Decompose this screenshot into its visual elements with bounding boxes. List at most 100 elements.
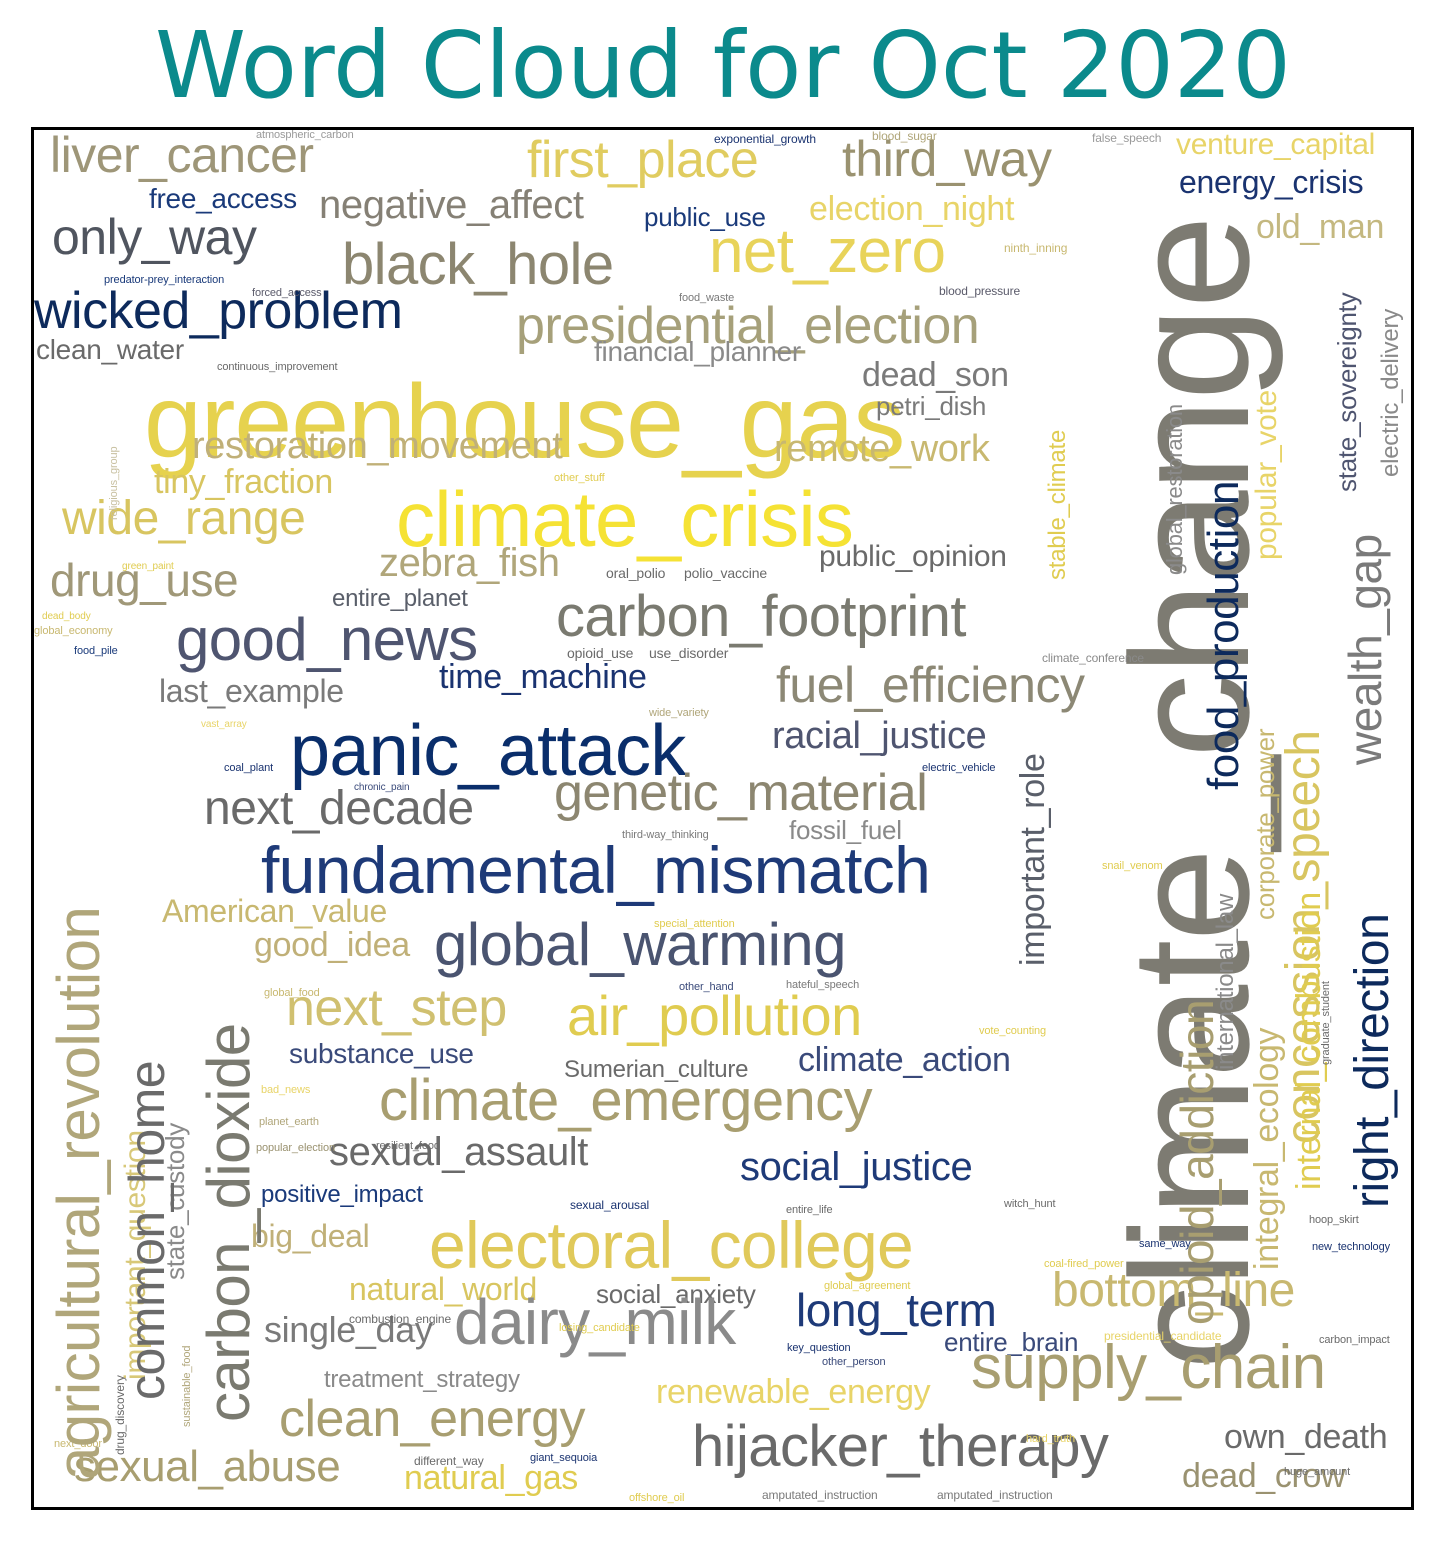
word-wealth-gap: wealth_gap [1339, 534, 1391, 765]
word-atmospheric-carbon: atmospheric_carbon [256, 129, 354, 141]
word-giant-sequoia: giant_sequoia [530, 1452, 598, 1464]
word-tiny-fraction: tiny_fraction [154, 463, 333, 501]
word-good-idea: good_idea [254, 926, 410, 964]
word-entire-planet: entire_planet [332, 585, 468, 612]
word-social-anxiety: social_anxiety [596, 1279, 756, 1309]
word-global-economy: global_economy [34, 625, 113, 637]
word-financial-planner: financial_planner [594, 336, 801, 367]
word-key-question: key_question [787, 1342, 851, 1354]
word-bad-news: bad_news [261, 1084, 311, 1096]
word-genetic-material: genetic_material [554, 764, 928, 822]
word-resilient-food: resilient_food [376, 1140, 440, 1152]
word-other-person: other_person [822, 1356, 886, 1368]
word-continuous-improvement: continuous_improvement [217, 361, 338, 373]
word-coal-plant: coal_plant [224, 762, 274, 774]
word-offshore-oil: offshore_oil [629, 1492, 685, 1504]
word-global-warming: global_warming [434, 911, 846, 978]
word-renewable-energy: renewable_energy [656, 1373, 931, 1411]
word-entire-brain: entire_brain [944, 1327, 1079, 1357]
word-carbon-footprint: carbon_footprint [556, 584, 966, 649]
word-wide-variety: wide_variety [649, 707, 709, 719]
word-supply-chain: supply_chain [971, 1333, 1326, 1402]
word-climate-crisis: climate_crisis [396, 475, 854, 563]
word-substance-use: substance_use [289, 1038, 474, 1069]
word-time-machine: time_machine [439, 658, 647, 696]
word-treatment-strategy: treatment_strategy [324, 1366, 520, 1393]
word-climate-action: climate_action [798, 1041, 1011, 1079]
word-sustainable-food: sustainable_food [181, 1345, 193, 1427]
word-snail-venom: snail_venom [1102, 860, 1163, 872]
word-sumerian-culture: Sumerian_culture [564, 1056, 749, 1083]
word-global-food: global_food [264, 987, 320, 999]
word-oral-polio: oral_polio [606, 565, 666, 581]
word-drug-use: drug_use [50, 554, 239, 606]
word-next-door: next_door [54, 1438, 102, 1450]
word-cloud: climate_change greenhouse_gas climate_cris… [31, 127, 1414, 1510]
word-ninth-inning: ninth_inning [1004, 241, 1068, 255]
word-special-attention: special_attention [654, 918, 735, 930]
word-presidential-election: presidential_election [516, 297, 980, 355]
word-clean-energy: clean_energy [279, 1390, 586, 1448]
word-exponential-growth: exponential_growth [714, 132, 816, 146]
word-old-man: old_man [1256, 208, 1385, 246]
word-drug-discovery: drug_discovery [113, 1375, 127, 1455]
word-global-agreement: global_agreement [824, 1280, 911, 1292]
word-air-pollution: air_pollution [567, 984, 862, 1047]
word-polio-vaccine: polio_vaccine [684, 565, 768, 581]
word-chronic-pain: chronic_pain [354, 782, 410, 793]
word-good-news: good_news [176, 606, 478, 673]
word-food-pile: food_pile [74, 645, 118, 657]
word-food-production: food_production [1199, 481, 1248, 790]
word-electric-delivery: electric_delivery [1377, 309, 1404, 477]
word-natural-gas: natural_gas [404, 1459, 578, 1497]
word-net-zero: net_zero [709, 217, 946, 286]
word-first-place: first_place [527, 131, 759, 189]
word-public-use: public_use [644, 202, 766, 232]
word-other-hand: other_hand [679, 981, 734, 993]
word-blood-sugar: blood_sugar [872, 129, 937, 143]
word-greenhouse-gas: greenhouse_gas [144, 364, 905, 480]
word-false-speech: false_speech [1092, 131, 1162, 145]
word-petri-dish: petri_dish [876, 391, 987, 421]
word-global-restoration: global_restoration [1162, 404, 1187, 575]
word-hijacker-therapy: hijacker_therapy [692, 1414, 1109, 1479]
word-long-term: long_term [796, 1284, 997, 1336]
word-hateful-speech: hateful_speech [786, 979, 860, 991]
word-witch-hunt: witch_hunt [1004, 1198, 1056, 1210]
word-sexual-assault: sexual_assault [329, 1130, 589, 1174]
word-losing-candidate: losing_candidate [559, 1322, 640, 1334]
word-social-justice: social_justice [740, 1145, 973, 1189]
word-black-hole: black_hole [342, 232, 614, 297]
word-state-sovereignty: state_sovereignty [1332, 292, 1362, 492]
word-last-example: last_example [159, 673, 344, 709]
word-free-access: free_access [149, 183, 297, 214]
word-carbon-dioxide: carbon_dioxide [195, 1023, 262, 1422]
word-restoration-movement: restoration_movement [192, 425, 563, 467]
word-negative-affect: negative_affect [319, 183, 584, 227]
word-popular-vote: popular_vote [1250, 390, 1283, 560]
word-coal-fired-power: coal-fired_power [1044, 1258, 1124, 1270]
word-wide-range: wide_range [62, 492, 306, 545]
word-use-disorder: use_disorder [649, 645, 729, 661]
word-blood-pressure: blood_pressure [939, 284, 1021, 298]
word-natural-world: natural_world [349, 1271, 537, 1307]
word-panic-attack: panic_attack [290, 711, 686, 791]
word-predator-prey-interaction: predator-prey_interaction [104, 274, 225, 286]
word-third-way-thinking: third-way_thinking [622, 829, 709, 841]
word-amputated-instruction: amputated_instruction [762, 1488, 878, 1502]
word-fundamental-mismatch: fundamental_mismatch [261, 833, 931, 907]
word-corporate-power: corporate_power [1250, 728, 1280, 920]
word-next-step: next_step [286, 979, 507, 1037]
word-right-direction: right_direction [1346, 913, 1399, 1208]
word-same-way: same_way [1139, 1238, 1191, 1250]
word-different-way: different_way [414, 1454, 484, 1468]
word-fuel-efficiency: fuel_efficiency [776, 657, 1085, 713]
word-third-way: third_way [842, 131, 1052, 187]
word-food-waste: food_waste [679, 292, 735, 304]
word-own-death: own_death [1224, 1418, 1388, 1456]
word-fossil-fuel: fossil_fuel [789, 815, 902, 845]
word-sexual-arousal: sexual_arousal [570, 1198, 650, 1212]
word-liver-cancer: liver_cancer [50, 127, 314, 183]
word-combustion-engine: combustion_engine [349, 1312, 452, 1326]
word-new-technology: new_technology [1312, 1241, 1390, 1253]
